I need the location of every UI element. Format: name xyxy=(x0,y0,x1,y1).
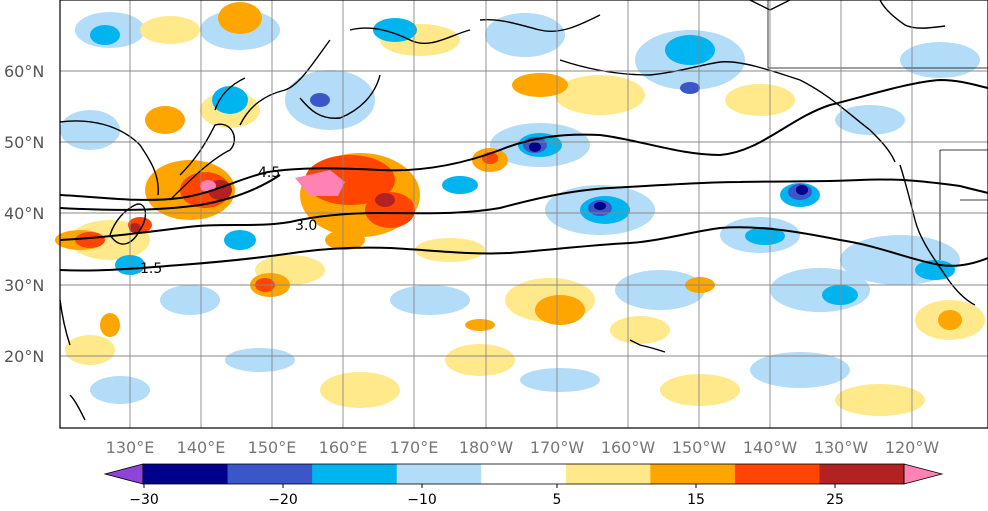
colorbar-arrow-low xyxy=(103,463,144,485)
lon-label-150E: 150°E xyxy=(248,438,297,457)
gridlines xyxy=(60,0,988,428)
longitude-labels: 130°E 140°E 150°E 160°E 170°E 180°W 170°… xyxy=(106,438,940,457)
colorbar-label--30: −30 xyxy=(129,492,159,508)
contour-lines xyxy=(59,78,988,272)
contour-4.5-north xyxy=(59,78,988,201)
lon-label-140W: 140°W xyxy=(743,438,798,457)
lat-label-30N: 30°N xyxy=(4,276,44,295)
colorbar-cells xyxy=(103,463,944,485)
lon-label-180W: 180°W xyxy=(459,438,514,457)
colorbar-cell xyxy=(312,464,398,484)
colorbar-cell xyxy=(481,464,567,484)
colorbar-border xyxy=(142,463,905,485)
lon-label-170E: 170°E xyxy=(390,438,439,457)
contour-4.5-south xyxy=(59,174,281,211)
lon-label-130E: 130°E xyxy=(106,438,155,457)
contour-label-4.5: 4.5 xyxy=(258,165,280,181)
contour-label-1.5: 1.5 xyxy=(140,261,162,277)
map-panel: 4.5 3.0 1.5 xyxy=(55,0,988,429)
colorbar-label-5: 5 xyxy=(553,492,562,508)
lon-label-130W: 130°W xyxy=(814,438,869,457)
colorbar-cell xyxy=(396,464,482,484)
contour-label-3.0: 3.0 xyxy=(295,218,317,234)
contour-3.0 xyxy=(59,178,988,241)
colorbar: −30 −20 −10 5 15 25 xyxy=(103,463,944,508)
contour-1.5 xyxy=(59,226,988,272)
latitude-labels: 60°N 50°N 40°N 30°N 20°N xyxy=(4,62,44,366)
colorbar-cell xyxy=(819,464,905,484)
political-borders xyxy=(767,0,988,260)
colorbar-cell xyxy=(565,464,651,484)
lat-label-50N: 50°N xyxy=(4,133,44,152)
lon-label-120W: 120°W xyxy=(885,438,940,457)
colorbar-label--10: −10 xyxy=(407,492,437,508)
lon-label-170W: 170°W xyxy=(530,438,585,457)
colorbar-ticks xyxy=(143,484,836,488)
colorbar-cell xyxy=(143,464,229,484)
colorbar-cell xyxy=(650,464,736,484)
map-frame xyxy=(59,0,988,429)
lon-label-160E: 160°E xyxy=(319,438,368,457)
colorbar-label-25: 25 xyxy=(826,492,844,508)
lon-label-160W: 160°W xyxy=(601,438,656,457)
colorbar-cell xyxy=(227,464,313,484)
anomaly-patches xyxy=(55,2,985,416)
lon-label-140E: 140°E xyxy=(177,438,226,457)
colorbar-cell xyxy=(734,464,820,484)
lon-label-150W: 150°W xyxy=(672,438,727,457)
coastlines xyxy=(59,0,976,421)
colorbar-label--20: −20 xyxy=(268,492,298,508)
colorbar-label-15: 15 xyxy=(687,492,705,508)
colorbar-arrow-high xyxy=(903,463,944,485)
contour-labels: 4.5 3.0 1.5 xyxy=(140,165,317,277)
lat-label-60N: 60°N xyxy=(4,62,44,81)
lat-label-40N: 40°N xyxy=(4,204,44,223)
lat-label-20N: 20°N xyxy=(4,347,44,366)
